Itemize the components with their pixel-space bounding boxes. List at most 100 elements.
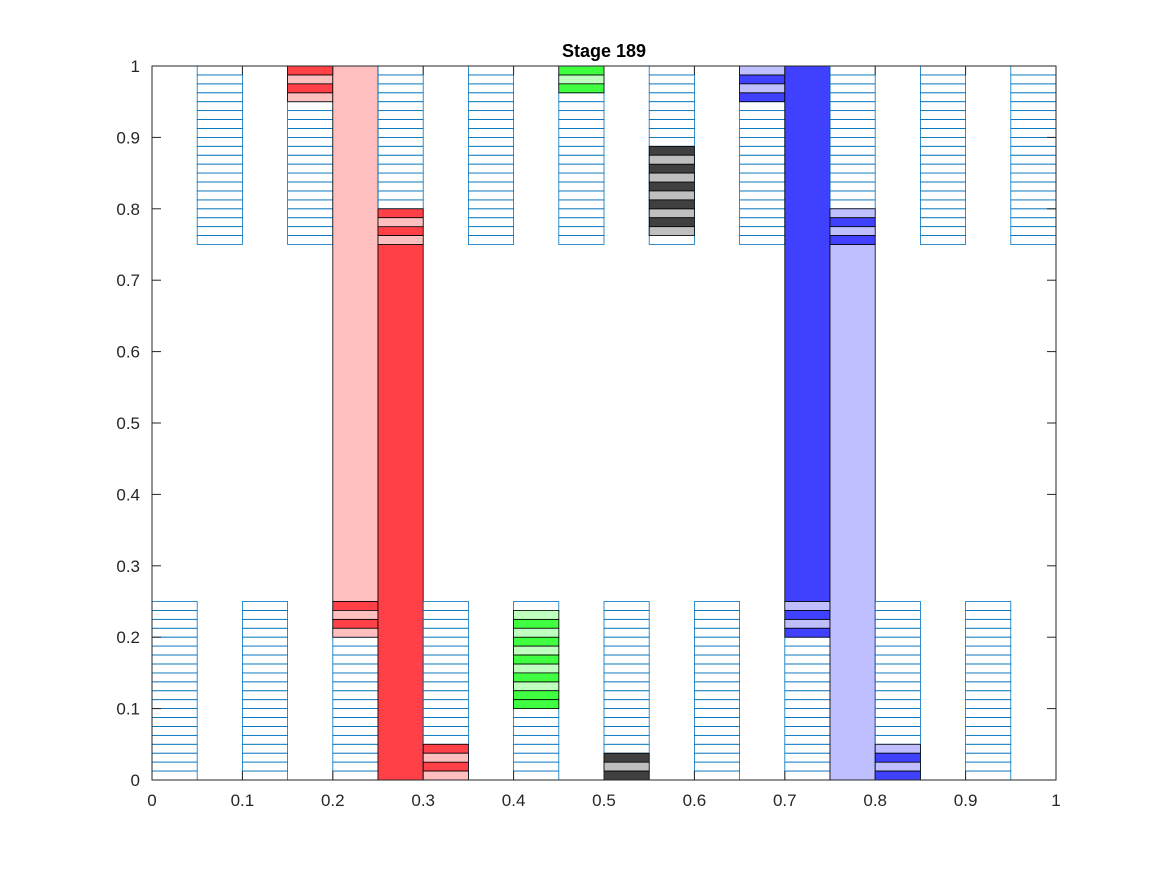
bar-segment-dark <box>603 752 650 763</box>
bar-segment-lightgreen <box>513 627 560 638</box>
columns-layer <box>151 65 1057 781</box>
empty-cell <box>241 601 288 611</box>
bar-segment-lightblue <box>739 65 786 76</box>
bar-segment-dark <box>648 217 695 228</box>
y-tick-label: 0.2 <box>116 628 140 647</box>
bar-segment-pink <box>332 627 379 638</box>
bar-segment-gray <box>648 154 695 165</box>
bar-segment-pink <box>287 74 334 85</box>
bar-segment-dark <box>603 770 650 781</box>
x-tick-label: 0.6 <box>683 791 707 810</box>
empty-cell <box>603 601 650 611</box>
bar-segment-lightgreen <box>558 74 605 85</box>
bar-segment-green <box>513 636 560 647</box>
column-8 <box>513 601 560 781</box>
bar-segment-gray <box>603 761 650 772</box>
column-17 <box>920 65 967 245</box>
bar-segment-lightgreen <box>513 681 560 692</box>
bar-segment-red <box>287 65 334 76</box>
chart-title: Stage 189 <box>562 41 646 61</box>
bar-segment-green <box>558 65 605 76</box>
column-13 <box>739 65 786 245</box>
bar-segment-pink <box>422 770 469 781</box>
column-16 <box>874 601 921 781</box>
x-tick-label: 0.9 <box>954 791 978 810</box>
bar-segment-lightgreen <box>513 645 560 656</box>
bar-segment-lightblue <box>874 743 921 754</box>
y-tick-label: 0.7 <box>116 271 140 290</box>
empty-cell <box>422 601 469 611</box>
bar-segment-blue <box>784 627 831 638</box>
column-14 <box>784 65 831 781</box>
y-tick-label: 0 <box>131 771 140 790</box>
column-2 <box>241 601 288 781</box>
y-tick-label: 0.8 <box>116 200 140 219</box>
column-6 <box>422 601 469 781</box>
y-tick-label: 0.5 <box>116 414 140 433</box>
bar-segment-red <box>377 208 424 219</box>
column-5 <box>377 65 424 781</box>
bar-segment-red <box>377 226 424 236</box>
bar-segment-red <box>287 83 334 94</box>
bar-segment-green <box>513 672 560 683</box>
bar-segment-pink <box>287 92 334 103</box>
bar-segment-red <box>377 244 424 781</box>
axes-layer: 0 0.1 0.2 0.3 0.4 0.5 0.6 0.7 0.8 0.9 1 0 0.1 0.2 0.3 0… <box>116 57 1060 810</box>
column-12 <box>694 601 741 781</box>
column-1 <box>196 65 243 245</box>
bar-segment-dark <box>648 145 695 156</box>
y-tick-label: 0.6 <box>116 343 140 362</box>
bar-segment-lightblue <box>784 618 831 629</box>
bar-segment-green <box>513 618 560 629</box>
column-7 <box>467 65 514 245</box>
column-19 <box>1010 65 1057 245</box>
x-tick-label: 0.1 <box>231 791 255 810</box>
x-tick-label: 0.7 <box>773 791 797 810</box>
x-tick-label: 0.3 <box>411 791 435 810</box>
bar-segment-lightblue <box>829 226 876 236</box>
bar-segment-blue <box>739 92 786 103</box>
bar-segment-dark <box>648 199 695 210</box>
bar-segment-dark <box>648 181 695 192</box>
empty-cell <box>965 601 1012 611</box>
bar-segment-lightblue <box>829 244 876 781</box>
bar-segment-pink <box>332 610 379 620</box>
column-15 <box>829 65 876 781</box>
bar-segment-pink <box>377 235 424 245</box>
bar-segment-green <box>558 83 605 94</box>
x-tick-label: 0.2 <box>321 791 345 810</box>
bar-segment-red <box>422 743 469 754</box>
y-tick-label: 0.4 <box>116 485 140 504</box>
x-tick-label: 0.8 <box>863 791 887 810</box>
column-9 <box>558 65 605 245</box>
column-3 <box>287 65 334 245</box>
bar-segment-gray <box>648 208 695 219</box>
empty-cell <box>694 601 741 611</box>
empty-cell <box>874 601 921 611</box>
bar-segment-red <box>422 761 469 772</box>
bar-segment-lightblue <box>739 83 786 94</box>
y-tick-label: 1 <box>131 57 140 76</box>
bar-segment-pink <box>332 65 379 602</box>
bar-segment-gray <box>648 190 695 201</box>
x-tick-label: 0.4 <box>502 791 526 810</box>
bar-segment-green <box>513 654 560 665</box>
bar-segment-blue <box>784 65 831 602</box>
bar-segment-gray <box>648 172 695 183</box>
bar-segment-red <box>332 618 379 629</box>
bar-segment-pink <box>422 752 469 763</box>
bar-segment-blue <box>829 217 876 228</box>
bar-segment-lightgreen <box>513 610 560 620</box>
bar-segment-blue <box>829 235 876 245</box>
bar-segment-lightblue <box>784 601 831 611</box>
y-tick-label: 0.3 <box>116 557 140 576</box>
column-18 <box>965 601 1012 781</box>
column-0 <box>151 601 198 781</box>
y-tick-label: 0.1 <box>116 700 140 719</box>
bar-segment-blue <box>874 770 921 781</box>
bar-segment-dark <box>648 163 695 174</box>
bar-segment-blue <box>784 610 831 620</box>
bar-segment-lightgreen <box>513 663 560 674</box>
bar-segment-gray <box>648 226 695 236</box>
